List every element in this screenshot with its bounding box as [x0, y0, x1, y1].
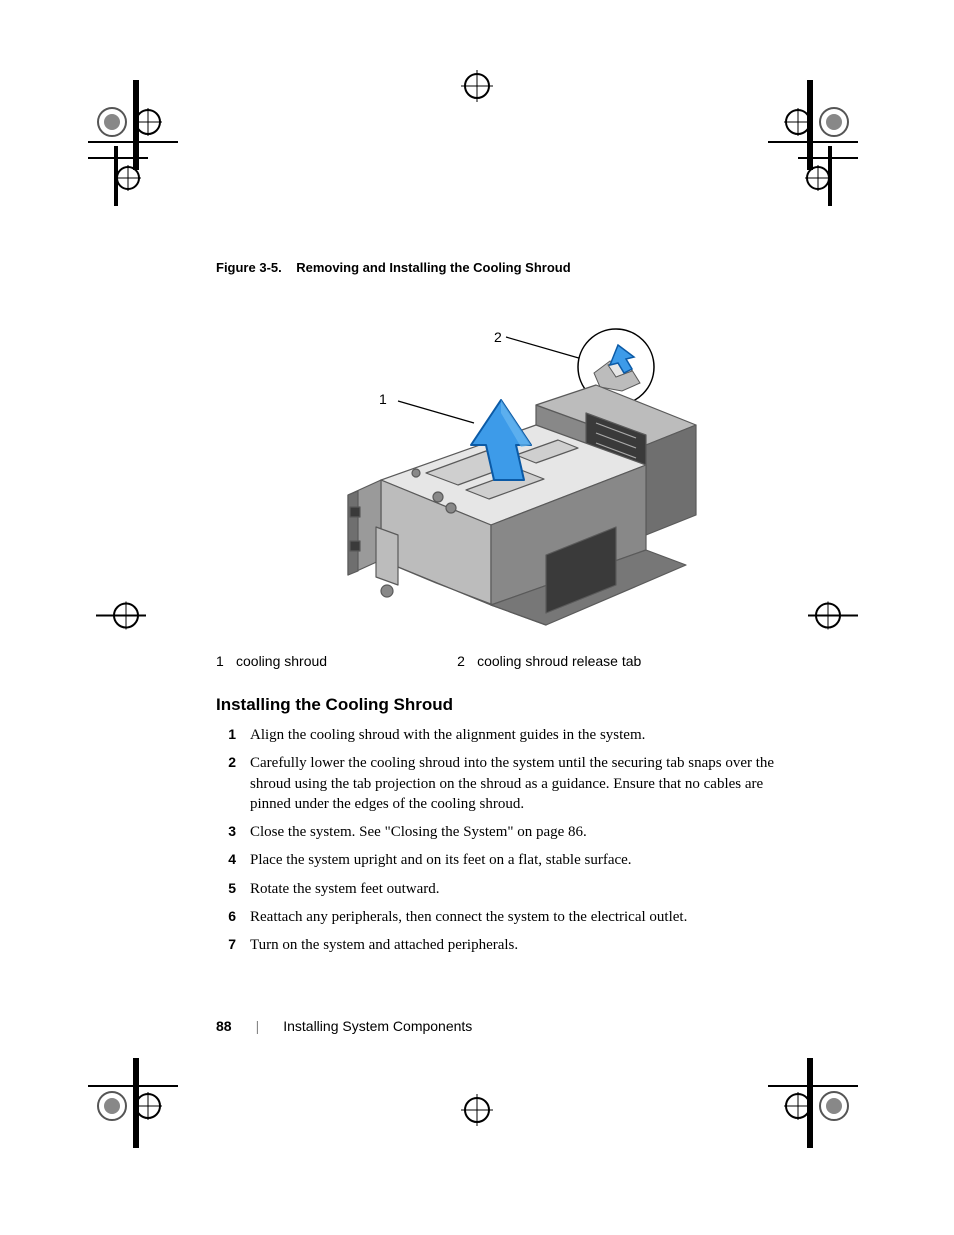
figure-legend: 1 cooling shroud 2 cooling shroud releas…	[216, 653, 776, 669]
page-number: 88	[216, 1018, 232, 1034]
print-mark-right-center	[808, 595, 858, 640]
step-number: 7	[216, 935, 250, 954]
print-mark-bl	[88, 1058, 178, 1148]
legend-1-num: 1	[216, 653, 236, 669]
step-text: Turn on the system and attached peripher…	[250, 935, 776, 955]
print-mark-tr2	[798, 146, 858, 206]
step-number: 1	[216, 725, 250, 744]
step-item: 5Rotate the system feet outward.	[216, 879, 776, 899]
cooling-shroud-illustration	[286, 295, 706, 635]
section-heading: Installing the Cooling Shroud	[216, 695, 776, 715]
step-item: 2Carefully lower the cooling shroud into…	[216, 753, 776, 814]
step-item: 3Close the system. See "Closing the Syst…	[216, 822, 776, 842]
step-text: Close the system. See "Closing the Syste…	[250, 822, 776, 842]
figure-number: Figure 3-5.	[216, 260, 282, 275]
print-mark-bottom-center	[459, 1092, 495, 1133]
figure-title: Removing and Installing the Cooling Shro…	[296, 260, 570, 275]
step-text: Place the system upright and on its feet…	[250, 850, 776, 870]
step-item: 6Reattach any peripherals, then connect …	[216, 907, 776, 927]
step-text: Align the cooling shroud with the alignm…	[250, 725, 776, 745]
step-list: 1Align the cooling shroud with the align…	[216, 725, 776, 955]
footer-text: Installing System Components	[283, 1018, 472, 1034]
legend-2-num: 2	[457, 653, 477, 669]
step-text: Carefully lower the cooling shroud into …	[250, 753, 776, 814]
step-text: Rotate the system feet outward.	[250, 879, 776, 899]
step-number: 6	[216, 907, 250, 926]
step-item: 4Place the system upright and on its fee…	[216, 850, 776, 870]
figure-caption: Figure 3-5. Removing and Installing the …	[216, 260, 776, 275]
page-content: Figure 3-5. Removing and Installing the …	[216, 260, 776, 963]
footer-separator: |	[256, 1018, 260, 1034]
page-footer: 88 | Installing System Components	[216, 1018, 472, 1034]
print-mark-br	[768, 1058, 858, 1148]
figure-area: 2 1	[216, 295, 776, 635]
print-mark-left-center	[96, 595, 146, 640]
print-mark-top-center	[459, 68, 495, 109]
step-item: 1Align the cooling shroud with the align…	[216, 725, 776, 745]
step-number: 3	[216, 822, 250, 841]
print-mark-tl2	[88, 146, 148, 206]
step-number: 2	[216, 753, 250, 772]
step-number: 5	[216, 879, 250, 898]
step-item: 7Turn on the system and attached periphe…	[216, 935, 776, 955]
legend-2-text: cooling shroud release tab	[477, 653, 641, 669]
legend-1-text: cooling shroud	[236, 653, 327, 669]
step-number: 4	[216, 850, 250, 869]
step-text: Reattach any peripherals, then connect t…	[250, 907, 776, 927]
